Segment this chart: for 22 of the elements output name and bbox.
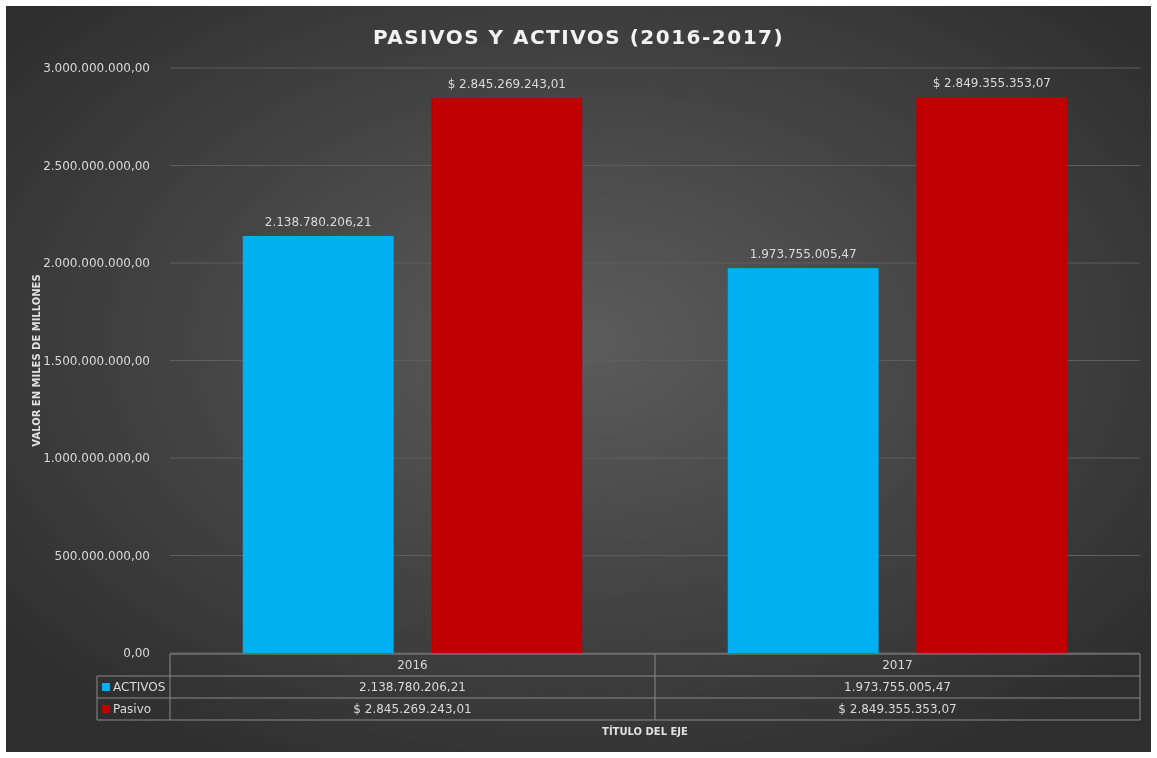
y-axis-title: VALOR EN MILES DE MILLONES (31, 274, 42, 447)
text: $ 2.849.355.353,07 (932, 76, 1051, 91)
y-tick-label: 0,00 (123, 646, 150, 661)
y-tick-label: 2.000.000.000,00 (43, 256, 150, 271)
chart-title: PASIVOS Y ACTIVOS (2016-2017) (372, 25, 785, 49)
text: TÍTULO DEL EJE (602, 725, 689, 737)
legend-label: ACTIVOS (113, 680, 166, 694)
data-label: 1.973.755.005,47 (844, 680, 951, 694)
y-tick-label: 500.000.000,00 (54, 548, 150, 563)
text: $ 2.845.269.243,01 (447, 77, 566, 92)
x-tick-label: 2016 (397, 658, 428, 672)
data-label: $ 2.845.269.243,01 (353, 702, 472, 716)
data-label: $ 2.849.355.353,07 (838, 702, 957, 716)
text: 1.973.755.005,47 (749, 247, 857, 262)
y-tick-label: 1.500.000.000,00 (43, 353, 150, 368)
y-tick-label: 1.000.000.000,00 (43, 451, 150, 466)
y-tick-label: 3.000.000.000,00 (43, 61, 150, 76)
y-tick-label: 2.500.000.000,00 (43, 158, 150, 173)
data-label: 2.138.780.206,21 (359, 680, 466, 694)
legend-label: Pasivo (113, 702, 152, 716)
x-tick-label: 2017 (882, 658, 913, 672)
text: 2.138.780.206,21 (264, 214, 372, 229)
